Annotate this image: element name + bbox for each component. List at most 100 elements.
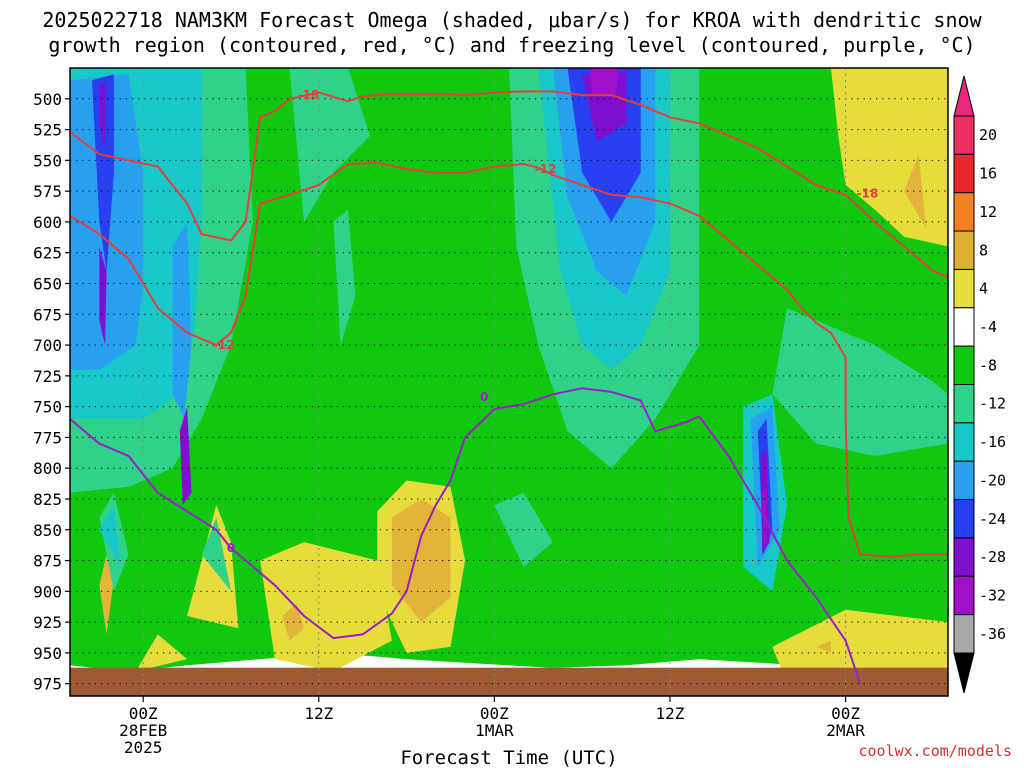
omega-region-49 xyxy=(762,486,767,543)
colorbar-box xyxy=(953,537,975,577)
colorbar-label: 12 xyxy=(979,203,997,221)
omega-region-14 xyxy=(904,154,926,229)
x-tick-label: 12Z xyxy=(304,704,333,723)
y-tick-label: 850 xyxy=(33,521,62,540)
colorbar-box xyxy=(953,115,975,155)
plot-frame xyxy=(69,67,949,697)
x-tick-label: 2MAR xyxy=(826,721,865,740)
colorbar-label: -16 xyxy=(979,433,1006,451)
omega-region-6 xyxy=(260,542,392,672)
ground-band xyxy=(70,667,948,696)
colorbar-box xyxy=(953,499,975,539)
y-tick-label: 525 xyxy=(33,121,62,140)
red-contour-label: -12 xyxy=(213,338,235,352)
x-tick-label: 00Z xyxy=(831,704,860,723)
colorbar-box xyxy=(953,307,975,347)
credit-text: coolwx.com/models xyxy=(858,742,1012,760)
colorbar-box xyxy=(953,153,975,194)
omega-region-20 xyxy=(611,431,663,567)
y-tick-label: 725 xyxy=(33,367,62,386)
colorbar: 20 16 12 8 4 -4 -8 -12 -16 -20 -24 -28 -32 -36 xyxy=(953,75,1006,694)
colorbar-label: -32 xyxy=(979,586,1006,604)
ground-band-rect xyxy=(70,667,948,696)
omega-region-27 xyxy=(201,517,231,592)
purple-contour xyxy=(70,387,862,685)
colorbar-box xyxy=(953,384,975,424)
y-tick-label: 975 xyxy=(33,675,62,694)
colorbar-label: -12 xyxy=(979,395,1006,413)
omega-shading xyxy=(70,68,948,684)
omega-region-40 xyxy=(92,74,114,272)
omega-region-11 xyxy=(99,554,114,635)
omega-region-8 xyxy=(772,609,948,684)
red-contour-label: -12 xyxy=(535,162,557,176)
colorbar-low-extension xyxy=(953,652,975,694)
omega-region-43 xyxy=(99,80,106,148)
colorbar-box xyxy=(953,575,975,616)
omega-region-13 xyxy=(816,640,831,653)
x-tick-label: 12Z xyxy=(656,704,685,723)
colorbar-box xyxy=(953,422,975,462)
omega-region-48 xyxy=(589,68,619,97)
omega-region-26 xyxy=(333,209,356,346)
x-tick-label: 00Z xyxy=(480,704,509,723)
y-tick-label: 950 xyxy=(33,644,62,663)
y-tick-label: 825 xyxy=(33,490,62,509)
grid-lines xyxy=(70,68,948,696)
y-tick-label: 925 xyxy=(33,613,62,632)
colorbar-box xyxy=(953,192,975,232)
omega-region-35 xyxy=(99,505,122,567)
omega-region-45 xyxy=(179,406,192,506)
omega-region-9 xyxy=(135,634,188,672)
y-axis-ticks: 500 525 550 575 600 625 650 675 700 725 750 775 800 8… xyxy=(33,90,70,694)
x-tick-label: 1MAR xyxy=(475,721,514,740)
omega-region-44 xyxy=(99,246,107,346)
colorbar-label: -8 xyxy=(979,356,997,374)
y-tick-label: 700 xyxy=(33,336,62,355)
colorbar-label: 20 xyxy=(979,126,997,144)
red-contour-label: -18 xyxy=(857,187,879,201)
omega-region-12 xyxy=(282,603,305,641)
y-tick-label: 675 xyxy=(33,305,62,324)
omega-region-37 xyxy=(172,221,192,419)
x-tick-label: 2025 xyxy=(124,738,163,757)
colorbar-high-extension xyxy=(953,75,975,117)
y-tick-label: 550 xyxy=(33,151,62,170)
chart-title-line-2: growth region (contoured, red, °C) and f… xyxy=(48,33,975,57)
colorbar-label: -28 xyxy=(979,548,1006,566)
colorbar-box xyxy=(953,268,975,309)
colorbar-label: -20 xyxy=(979,471,1006,489)
colorbar-label: -36 xyxy=(979,625,1006,643)
x-axis-label: Forecast Time (UTC) xyxy=(400,747,617,768)
red-contour-1 xyxy=(70,161,948,558)
contour-lines: -18 -18 -12 -12 0 0 xyxy=(70,88,948,685)
y-tick-label: 875 xyxy=(33,552,62,571)
y-tick-label: 575 xyxy=(33,182,62,201)
y-tick-label: 775 xyxy=(33,428,62,447)
purple-contour-label: 0 xyxy=(480,390,488,404)
colorbar-label: -24 xyxy=(979,510,1006,528)
colorbar-label: 8 xyxy=(979,241,988,259)
red-contour-label: -18 xyxy=(298,88,320,102)
y-tick-label: 800 xyxy=(33,459,62,478)
x-tick-label: 28FEB xyxy=(119,721,167,740)
colorbar-box xyxy=(953,230,975,270)
colorbar-label: 16 xyxy=(979,165,997,183)
y-tick-label: 750 xyxy=(33,398,62,417)
y-tick-label: 500 xyxy=(33,90,62,109)
omega-region-30 xyxy=(801,357,948,438)
colorbar-box xyxy=(953,614,975,654)
y-tick-label: 650 xyxy=(33,274,62,293)
red-contour-0 xyxy=(70,90,948,279)
omega-region-22 xyxy=(289,68,370,222)
colorbar-label: 4 xyxy=(979,280,988,298)
omega-region-19 xyxy=(465,246,487,419)
y-tick-label: 900 xyxy=(33,582,62,601)
y-tick-label: 600 xyxy=(33,213,62,232)
purple-contour-label: 0 xyxy=(227,541,235,555)
chart-title-line-1: 2025022718 NAM3KM Forecast Omega (shaded… xyxy=(42,8,982,32)
x-tick-label: 00Z xyxy=(129,704,158,723)
colorbar-box xyxy=(953,345,975,385)
